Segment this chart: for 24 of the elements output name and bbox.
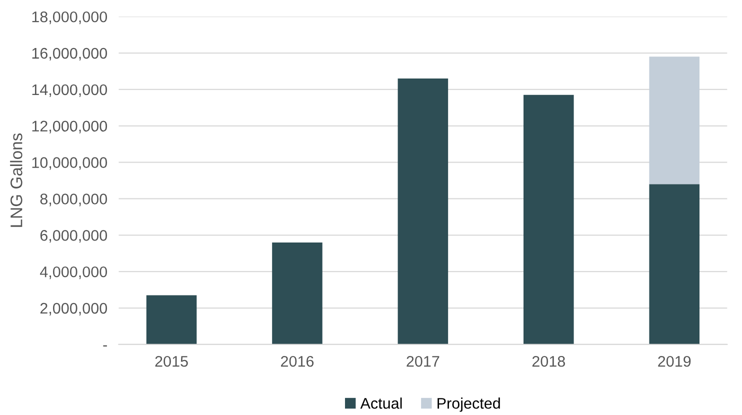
y-tick-label: 14,000,000 [32,84,108,97]
y-tick-label: 12,000,000 [32,120,108,134]
x-tick-label: 2017 [406,356,440,367]
y-tick-label: 16,000,000 [32,48,108,61]
x-tick-label: 2018 [532,356,565,367]
x-tick-label: 2015 [155,356,188,367]
bar [524,94,574,344]
x-tick-label: 2019 [658,356,691,367]
legend-label: Projected [438,398,500,412]
bar [272,242,322,344]
legend-label: Actual [360,398,402,409]
y-tick-label: 18,000,000 [32,11,108,24]
bar [398,78,448,344]
y-tick-label: 2,000,000 [40,302,108,316]
y-tick-label: 10,000,000 [32,157,108,170]
bar [649,184,700,344]
bar [146,295,197,344]
y-tick-label: - [103,345,107,347]
y-tick-label: 6,000,000 [40,230,108,243]
y-tick-label: 4,000,000 [40,266,108,280]
y-axis-title: LNG Gallons [10,133,22,227]
bar [649,56,700,184]
x-tick-label: 2016 [281,356,314,367]
y-tick-label: 8,000,000 [40,194,108,206]
